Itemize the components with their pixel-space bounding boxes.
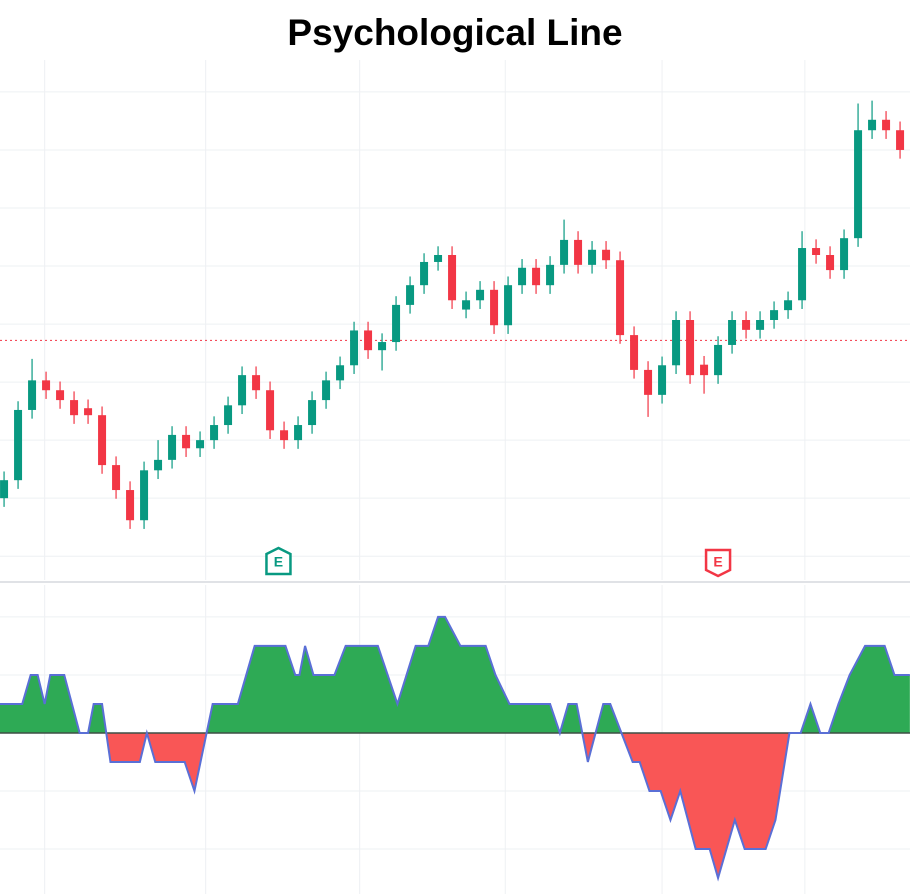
badge-label: E [274,554,283,570]
candle-body [378,342,387,351]
candle-body [364,330,373,351]
candle-body [42,380,51,391]
candle-body [672,320,681,366]
candle-body [560,239,569,265]
candle-body [280,430,289,441]
candle-body [826,255,835,271]
candle-body [294,425,303,441]
candle-body [154,459,163,471]
candle-body [392,304,401,343]
candle-body [434,255,443,262]
candle-body [798,248,807,301]
candle-body [882,119,891,131]
badge-shape [704,548,732,578]
candle-body [490,289,499,326]
candle-body [406,285,415,305]
candle-body [504,285,513,326]
badge-shape [265,546,292,576]
candle-body [126,490,135,521]
candle-body [168,434,177,460]
candle-body [0,480,9,499]
candle-body [140,470,149,521]
candle-body [210,425,219,441]
badge-label: E [713,554,722,570]
candle-body [336,365,345,381]
candle-body [616,260,625,336]
candle-body [532,267,541,286]
candle-body [896,130,905,150]
candle-body [182,434,191,449]
candle-body [714,344,723,376]
candle-body [546,264,555,286]
candle-body [224,405,233,426]
candle-body [518,267,527,286]
candle-body [840,238,849,271]
area-positive [0,616,910,733]
candle-body [784,300,793,311]
earnings-badge: E [265,546,292,576]
candle-body [476,289,485,301]
candle-body [308,400,317,426]
earnings-badge: E [704,548,732,578]
candle-body [644,369,653,395]
candle-body [756,320,765,330]
candle-body [420,261,429,286]
candle-body [266,390,275,431]
candle-body [98,415,107,466]
candle-body [812,248,821,255]
candle-body [14,409,23,481]
candle-body [350,330,359,366]
candle-body [252,375,261,391]
candle-body [462,300,471,310]
candle-body [602,249,611,261]
candle-body [574,239,583,265]
candle-body [630,335,639,370]
candle-body [84,408,93,416]
candle-body [196,440,205,449]
candle-body [742,320,751,330]
candle-body [448,255,457,301]
candle-body [686,320,695,376]
area-negative [0,732,910,879]
candle-body [112,465,121,491]
candle-body [588,249,597,265]
candle-body [56,390,65,401]
candle-body [854,130,863,239]
chart-title: Psychological Line [287,12,622,53]
candle-body [770,310,779,320]
candle-body [658,365,667,395]
candle-body [28,380,37,410]
oscillator-line [0,615,910,882]
candle-body [868,119,877,131]
candle-body [700,364,709,376]
candle-body [322,380,331,401]
candle-body [728,320,737,345]
candle-body [70,400,79,416]
candle-body [238,375,247,406]
